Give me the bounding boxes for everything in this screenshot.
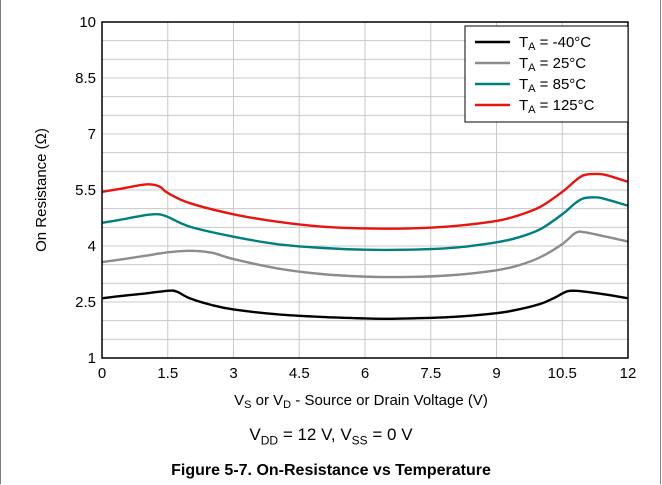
series-line (101, 289, 629, 321)
y-tick-labels: 1 2.5 4 5.5 7 8.5 10 (75, 14, 96, 367)
x-label-part: or V (251, 392, 283, 409)
y-tick-label: 5.5 (75, 182, 96, 199)
x-tick-label: 0 (98, 365, 106, 382)
figure-caption: Figure 5-7. On-Resistance vs Temperature (171, 462, 491, 479)
condition-sub: DD (260, 433, 279, 448)
series-line (101, 172, 629, 230)
y-tick-label: 10 (79, 14, 96, 31)
legend-text-part: = 125°C (536, 97, 595, 114)
x-label-part: V (234, 392, 244, 409)
condition-part: = 12 V, V (278, 425, 352, 444)
series-lines (101, 172, 629, 321)
y-tick-label: 2.5 (75, 294, 96, 311)
x-tick-label: 6 (361, 365, 369, 382)
plot-border (101, 21, 629, 359)
legend-entry: TA = 125°C (519, 97, 595, 116)
legend-text-part: = -40°C (536, 34, 592, 51)
x-axis-label: VS or VD - Source or Drain Voltage (V) (234, 392, 488, 411)
on-resistance-chart: 0 1.5 3 4.5 6 7.5 9 10.5 12 1 2.5 4 5.5 7 8.5 10 VS or… (33, 14, 637, 411)
x-tick-labels: 0 1.5 3 4.5 6 7.5 9 10.5 12 (98, 365, 637, 382)
legend-text-part: T (519, 34, 528, 51)
legend-subscript: A (528, 83, 536, 95)
y-tick-label: 1 (88, 350, 96, 367)
legend-text-part: T (519, 97, 528, 114)
series-line (101, 230, 629, 279)
condition-sub: SS (351, 433, 368, 448)
legend-entry: TA = 85°C (519, 76, 586, 95)
x-tick-label: 10.5 (548, 365, 577, 382)
legend-text-part: = 25°C (536, 55, 587, 72)
x-tick-label: 9 (492, 365, 500, 382)
y-tick-label: 7 (88, 126, 96, 143)
y-tick-label: 4 (88, 238, 96, 255)
x-tick-label: 4.5 (289, 365, 310, 382)
legend-subscript: A (528, 41, 536, 53)
legend-entry: TA = 25°C (519, 55, 586, 74)
legend-subscript: A (528, 104, 536, 116)
legend-subscript: A (528, 62, 536, 74)
condition-part: V (249, 425, 261, 444)
x-label-subscript: S (244, 399, 251, 411)
y-axis-label: On Resistance (Ω) (33, 128, 50, 252)
y-tick-label: 8.5 (75, 70, 96, 87)
legend-text-part: T (519, 55, 528, 72)
x-label-subscript: D (283, 399, 291, 411)
legend-text-part: T (519, 76, 528, 93)
x-tick-label: 3 (229, 365, 237, 382)
x-tick-label: 12 (620, 365, 637, 382)
x-tick-label: 7.5 (420, 365, 441, 382)
legend-entry: TA = -40°C (519, 34, 591, 53)
legend-text-part: = 85°C (536, 76, 587, 93)
condition-part: = 0 V (367, 425, 413, 444)
x-label-part: - Source or Drain Voltage (V) (291, 392, 488, 409)
series-line (101, 196, 629, 252)
legend: TA = -40°CTA = 25°CTA = 85°CTA = 125°C (464, 25, 629, 123)
test-condition: VDD = 12 V, VSS = 0 V (0, 425, 662, 447)
x-tick-label: 1.5 (157, 365, 178, 382)
